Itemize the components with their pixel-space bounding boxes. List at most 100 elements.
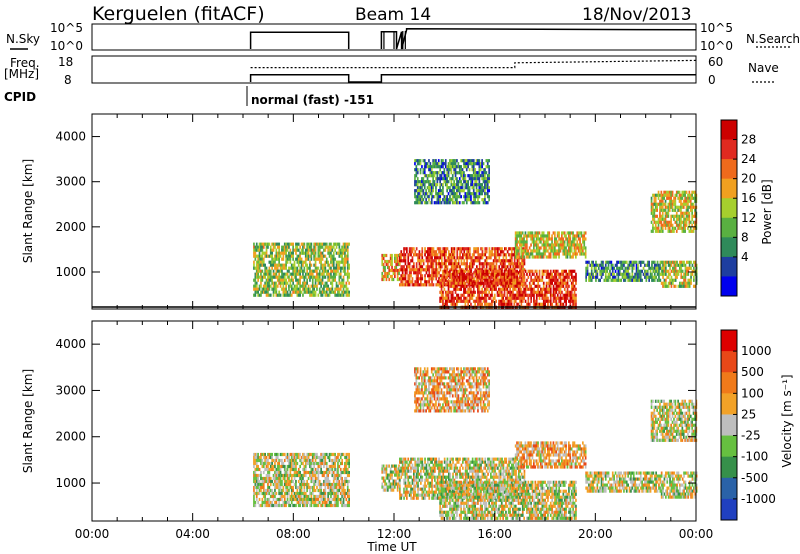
power-cell [662,275,664,279]
power-cell [335,269,338,273]
power-cell [547,255,549,259]
power-cell [421,247,424,251]
power-cell [438,271,440,275]
power-cell [463,195,465,199]
power-cell [556,293,559,297]
power-cell [568,275,570,279]
power-cell [433,162,436,166]
velocity-cell [281,497,283,502]
power-cell [429,283,432,287]
velocity-cell [254,470,257,475]
power-cell [425,280,428,284]
power-cell [541,252,544,256]
power-cell [658,269,660,273]
power-cell [506,269,509,273]
power-cell [415,268,418,272]
power-cell [341,281,343,285]
power-cell [609,260,611,264]
power-cell [691,196,693,200]
power-cell [671,226,674,230]
power-cell [454,162,457,166]
power-cell [416,186,419,190]
power-cell [498,265,501,269]
power-cell [457,189,460,193]
power-cell [413,262,415,266]
velocity-cell [258,503,261,508]
power-cell [663,272,666,276]
power-cell [439,186,441,190]
power-cell [621,260,624,264]
power-cell [471,281,474,285]
power-cell [438,283,440,287]
power-cell [460,296,462,300]
power-cell [440,192,443,196]
power-cell [667,275,670,279]
power-cell [391,277,393,282]
power-cell [559,302,562,306]
power-cell [325,272,328,276]
power-cell [342,284,345,288]
velocity-cell [258,473,261,478]
velocity-cell [276,479,279,484]
velocity-cell [254,479,257,484]
power-cell [638,269,641,273]
power-cell [685,223,688,227]
power-cell [421,250,424,254]
power-cell [460,250,463,254]
power-cell [260,293,262,297]
power-cell [253,245,255,249]
power-cell [459,256,461,260]
power-cell [309,248,311,252]
power-cell [279,263,282,267]
power-cell [542,284,545,288]
power-cell [486,293,489,297]
power-cell [457,259,460,263]
power-cell [444,174,447,178]
power-cell [465,201,468,205]
power-cell [306,281,308,285]
power-cell [541,237,544,241]
power-cell [475,174,478,178]
power-cell [325,287,328,291]
power-cell [600,263,603,267]
velocity-cell [289,452,292,457]
power-cell [416,195,419,199]
power-cell [484,253,487,257]
power-cell [311,275,314,279]
velocity-cell [292,494,294,499]
power-cell [268,281,271,285]
power-cell [513,275,516,279]
power-cell [324,263,327,267]
power-cell [258,269,261,273]
power-cell [623,269,625,273]
power-cell [330,287,332,291]
power-cell [575,246,577,250]
power-cell [344,260,346,264]
power-cell [306,290,308,294]
power-cell [519,284,521,288]
power-cell [307,272,310,276]
power-cell [472,174,475,178]
power-cell [499,253,502,257]
power-cell [503,272,506,276]
power-cell [283,248,286,252]
power-cell [321,293,324,297]
power-cell [317,245,320,249]
velocity-cell [293,467,296,472]
power-cell [389,262,392,267]
power-cell [388,265,391,270]
power-cell [681,281,684,285]
velocity-cell [290,452,293,457]
power-cell [449,299,451,303]
power-cell [399,268,401,272]
power-cell [449,177,451,181]
power-cell [477,293,479,297]
power-cell [475,201,478,205]
power-cell [482,171,485,175]
power-cell [648,263,650,267]
power-cell [500,269,503,273]
power-cell [428,168,430,172]
power-cell [524,249,527,253]
velocity-cell [271,479,273,484]
power-cell [506,259,509,263]
